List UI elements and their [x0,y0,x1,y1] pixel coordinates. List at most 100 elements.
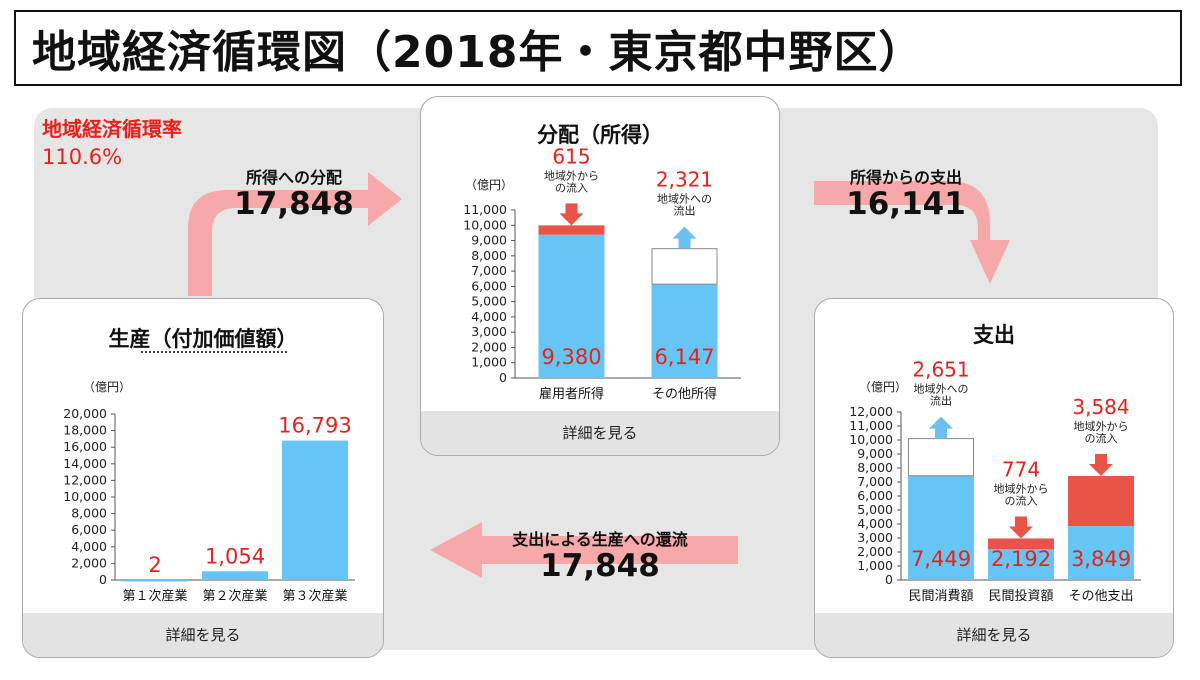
y-tick-label: 7,000 [857,474,893,489]
flow-label-from-income: 所得からの支出 [849,168,962,187]
bar-1 [202,571,268,580]
inflow-arrow-icon-0 [559,203,584,226]
bar-value-label-1: 6,147 [654,345,714,369]
flow-desc-label-1-0: 地域外から [994,482,1049,495]
circulation-rate-value: 110.6% [42,145,123,169]
bar-0 [122,579,188,582]
y-tick-label: 11,000 [463,202,507,217]
outflow-arrow-icon-1 [672,226,697,249]
y-tick-label: 9,000 [471,233,507,248]
expenditure-details-link[interactable]: 詳細を見る [815,613,1173,657]
bar-value-label-2: 16,793 [278,414,351,438]
flow-value-label-1: 2,321 [656,168,713,192]
distribution-details-link[interactable]: 詳細を見る [421,411,779,455]
flow-desc-label-0-0: 地域外から [544,169,599,182]
flow-value-label-2: 3,584 [1072,395,1129,419]
inflow-segment-0 [538,225,605,235]
y-tick-label: 1,000 [471,355,507,370]
bar-1 [651,284,718,378]
y-tick-label: 0 [885,572,893,587]
inflow-arrow-icon-2 [1089,453,1113,476]
flow-label-to-production: 支出による生産への還流 [512,530,688,549]
y-tick-label: 8,000 [857,460,893,475]
y-tick-label: 8,000 [71,506,107,521]
y-tick-label: 7,000 [471,263,507,278]
flow-value-label-1: 774 [1002,457,1040,481]
flow-desc-label-1-1: の流入 [1005,493,1038,507]
y-unit-label: （億円） [465,178,513,192]
y-tick-label: 18,000 [63,423,107,438]
y-tick-label: 6,000 [857,488,893,503]
bar-value-label-1: 2,192 [991,547,1051,571]
bar-2 [1068,526,1134,580]
expenditure-panel-title: 支出 [973,323,1015,347]
arrow-income-to-expenditure [814,181,1010,284]
distribution-chart: （億円） 01,0002,0003,0004,0005,0006,0007,000… [463,144,741,402]
expenditure-panel: 支出 （億円） 0 1,000 2,000 3,000 4,000 5,000 6,000 7,… [814,298,1174,658]
y-tick-label: 2,000 [857,544,893,559]
bar-value-label-0: 7,449 [911,547,971,571]
y-tick-label: 6,000 [71,522,107,537]
flow-value-label-0: 615 [552,144,590,168]
y-unit-label: （億円） [83,380,131,394]
inflow-arrow-icon-1 [1009,516,1033,539]
x-category-label-2: その他支出 [1068,589,1133,604]
y-tick-label: 4,000 [71,539,107,554]
y-tick-label: 16,000 [63,439,107,454]
y-tick-label: 12,000 [63,472,107,487]
bar-value-label-0: 9,380 [541,345,601,369]
production-panel: 生産（付加価値額） （億円） 0 2,000 4,000 6,000 8,000 10,00… [22,298,384,658]
y-tick-label: 5,000 [857,502,893,517]
flow-value-to-distribution: 17,848 [234,186,354,222]
distribution-panel: 分配（所得） （億円） 0 1,000 2,000 3,000 4,000 5,000 6,0… [420,96,780,456]
x-category-label-2: 第３次産業 [282,588,347,604]
outflow-arrow-icon-0 [929,416,953,439]
bar-0 [538,234,605,378]
y-tick-label: 12,000 [849,404,893,419]
y-tick-label: 11,000 [849,418,893,433]
bar-0 [908,475,974,580]
y-tick-label: 3,000 [471,324,507,339]
y-tick-label: 4,000 [857,516,893,531]
flow-desc-label-2-1: の流入 [1085,431,1118,445]
bar-value-label-2: 3,849 [1071,547,1131,571]
production-title-underline [141,351,287,353]
y-tick-label: 20,000 [63,406,107,421]
y-tick-label: 9,000 [857,446,893,461]
y-tick-label: 5,000 [471,294,507,309]
flow-desc-label-1-1: 流出 [674,204,696,218]
flow-desc-label-1-0: 地域外への [657,193,712,206]
y-tick-label: 10,000 [63,489,107,504]
y-tick-label: 0 [499,370,507,385]
x-category-label-0: 雇用者所得 [539,386,604,402]
y-tick-label: 10,000 [849,432,893,447]
inflow-segment-1 [988,538,1054,550]
x-category-label-0: 民間消費額 [908,589,973,604]
x-category-label-1: その他所得 [652,386,717,402]
flow-desc-label-0-1: の流入 [555,180,588,194]
y-tick-label: 2,000 [471,339,507,354]
y-tick-label: 2,000 [71,555,107,570]
page-title-box: 地域経済循環図（2018年・東京都中野区） [14,10,1182,86]
flow-value-label-0: 2,651 [912,358,969,382]
flow-value-from-income: 16,141 [846,186,966,222]
arrow-production-to-distribution [188,172,402,296]
bar-2 [282,440,348,580]
flow-desc-label-0-0: 地域外への [914,383,969,396]
production-details-link[interactable]: 詳細を見る [23,613,383,657]
outflow-segment-0 [908,438,974,477]
bar-value-label-0: 2 [148,553,161,577]
page-title: 地域経済循環図（2018年・東京都中野区） [32,27,924,78]
x-category-label-0: 第１次産業 [122,588,187,604]
circulation-rate-label: 地域経済循環率 [42,117,182,141]
expenditure-chart: （億円） 01,0002,0003,0004,0005,0006,0007,000… [849,358,1141,604]
flow-value-to-production: 17,848 [540,548,660,584]
flow-desc-label-0-1: 流出 [930,394,952,408]
flow-desc-label-2-0: 地域外から [1074,420,1129,433]
arrow-expenditure-to-production [430,522,738,578]
y-tick-label: 0 [99,572,107,587]
y-tick-label: 6,000 [471,278,507,293]
y-tick-label: 1,000 [857,558,893,573]
